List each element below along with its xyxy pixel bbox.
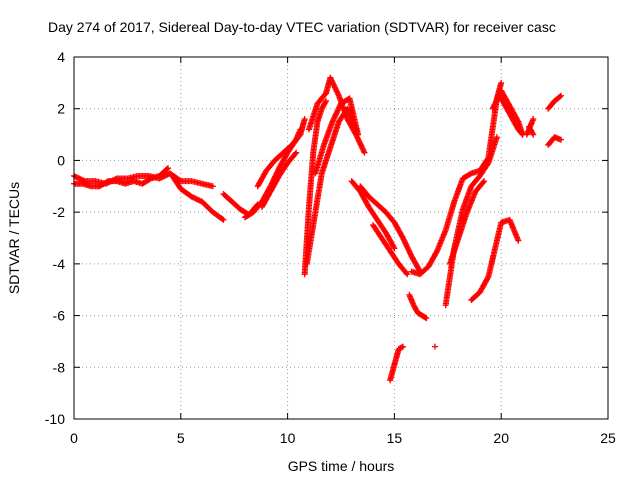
data-point: [403, 270, 410, 277]
data-point: [220, 216, 227, 223]
x-tick-labels: 0 5 10 15 20 25: [70, 430, 616, 446]
y-tick-label: 2: [57, 101, 65, 117]
x-axis-title: GPS time / hours: [288, 458, 395, 474]
y-tick-label: -6: [53, 308, 66, 324]
plot-frame: [73, 56, 609, 420]
data-point: [399, 343, 406, 350]
data-point: [323, 97, 330, 104]
data-point: [484, 275, 491, 282]
data-point: [518, 130, 525, 137]
data-point: [556, 93, 563, 100]
data-point: [390, 244, 397, 251]
data-point: [322, 99, 329, 106]
x-tick-label: 25: [600, 430, 616, 446]
data-point: [530, 116, 537, 123]
data-point: [431, 343, 438, 350]
y-tick-label: -2: [53, 204, 66, 220]
data-point: [361, 149, 368, 156]
data-point: [219, 216, 226, 223]
y-tick-label: -8: [53, 359, 66, 375]
data-point: [433, 249, 440, 256]
data-point: [404, 271, 411, 278]
data-point: [529, 130, 536, 137]
data-point: [355, 131, 362, 138]
y-tick-label: 4: [57, 49, 65, 65]
data-point: [481, 178, 488, 185]
data-point: [301, 116, 308, 123]
x-tick-label: 10: [280, 430, 296, 446]
data-point: [484, 161, 491, 168]
data-points: [71, 74, 565, 384]
x-tick-label: 20: [493, 430, 509, 446]
data-point: [423, 315, 430, 322]
data-point: [558, 136, 565, 143]
x-tick-label: 5: [177, 430, 185, 446]
data-point: [515, 237, 522, 244]
data-point: [391, 245, 398, 252]
y-axis-title: SDTVAR / TECUs: [6, 182, 22, 294]
data-point: [164, 165, 171, 172]
x-tick-label: 0: [70, 430, 78, 446]
grid-lines: [74, 57, 608, 419]
data-point: [292, 150, 299, 157]
y-tick-labels: -10 -8 -6 -4 -2 0 2 4: [45, 49, 65, 427]
data-point: [558, 92, 565, 99]
data-point: [480, 179, 487, 186]
data-point: [209, 183, 216, 190]
data-point: [530, 131, 537, 138]
data-point: [163, 166, 170, 173]
axis-ticks: [73, 56, 609, 420]
y-tick-label: -4: [53, 256, 66, 272]
y-tick-label: -10: [45, 411, 65, 427]
x-tick-label: 15: [387, 430, 403, 446]
data-point: [498, 79, 505, 86]
chart-title: Day 274 of 2017, Sidereal Day-to-day VTE…: [48, 19, 556, 35]
y-tick-label: 0: [57, 152, 65, 168]
data-point: [493, 134, 500, 141]
data-point: [293, 149, 300, 156]
